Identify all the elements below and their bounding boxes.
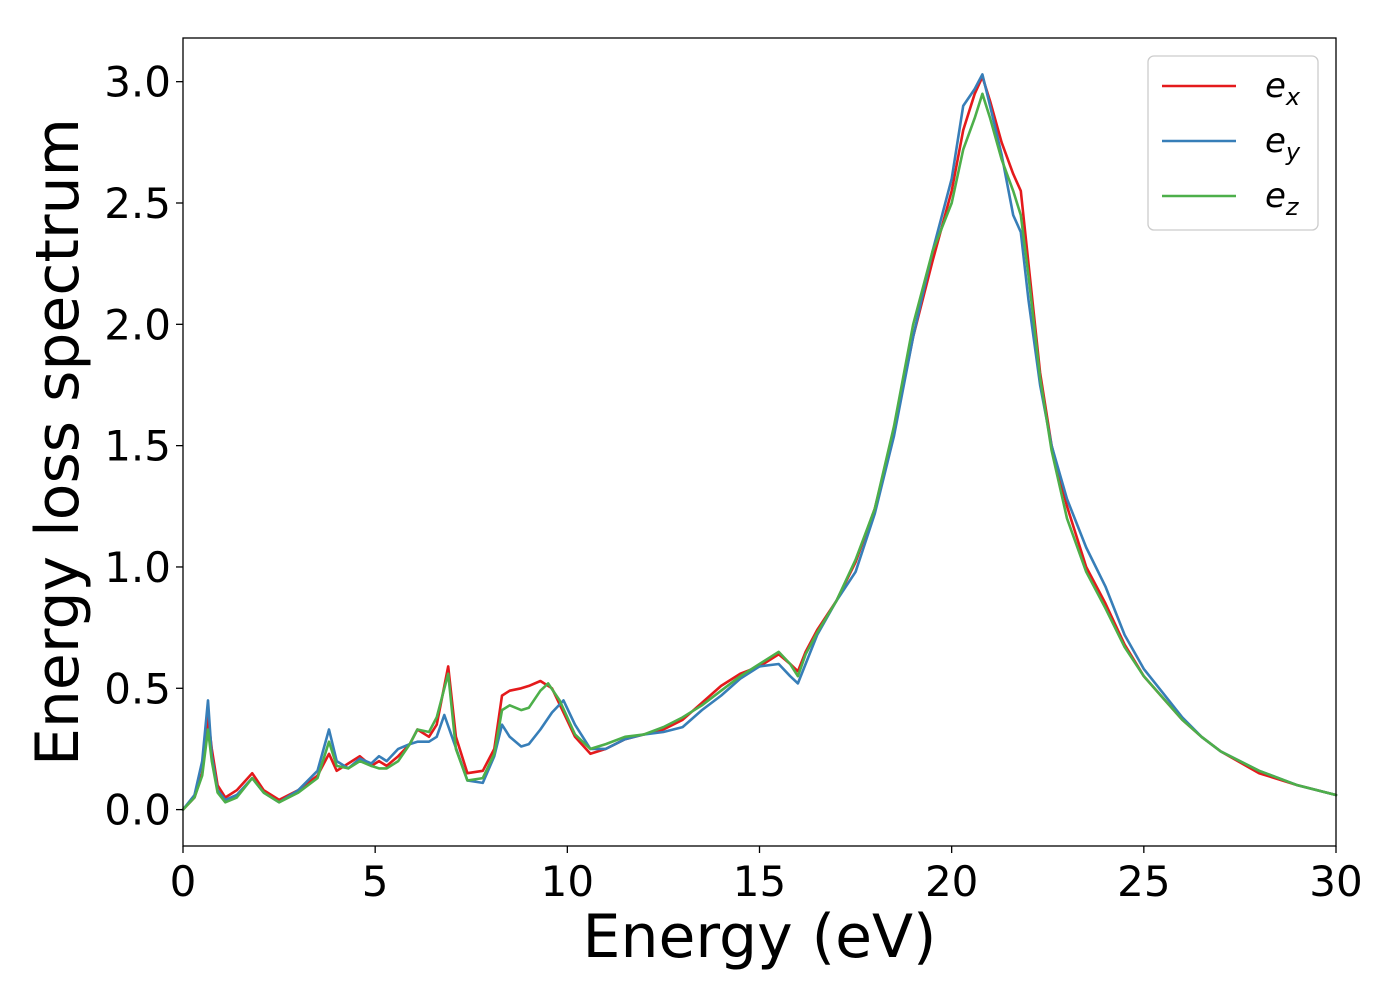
- x-tick-label: 30: [1309, 857, 1362, 906]
- y-tick-label: 1.5: [104, 422, 171, 471]
- x-axis: 0 5 10 15 20 25 30: [170, 846, 1363, 906]
- y-tick-label: 1.0: [104, 543, 171, 592]
- x-tick-label: 5: [362, 857, 389, 906]
- x-tick-label: 20: [925, 857, 978, 906]
- y-axis: 0.0 0.5 1.0 1.5 2.0 2.5 3.0: [104, 58, 183, 835]
- y-tick-label: 0.0: [104, 786, 171, 835]
- x-tick-label: 0: [170, 857, 197, 906]
- y-tick-label: 2.0: [104, 300, 171, 349]
- legend: ex ey ez: [1147, 55, 1319, 231]
- legend-label-x: ex: [1265, 66, 1301, 111]
- series-line-z: [181, 92, 1338, 811]
- y-tick-label: 3.0: [104, 58, 171, 107]
- legend-frame: [1147, 55, 1319, 231]
- series-layer: [181, 73, 1338, 811]
- y-tick-label: 2.5: [104, 179, 171, 228]
- legend-label-y: ey: [1265, 121, 1301, 166]
- x-tick-label: 10: [541, 857, 594, 906]
- y-tick-label: 0.5: [104, 664, 171, 713]
- x-tick-label: 25: [1117, 857, 1170, 906]
- x-axis-label: Energy (eV): [583, 902, 937, 972]
- legend-label-z: ez: [1265, 176, 1300, 221]
- legend-items: ex ey ez: [1162, 66, 1301, 221]
- y-axis-label: Energy loss spectrum: [23, 118, 93, 766]
- x-tick-label: 15: [733, 857, 786, 906]
